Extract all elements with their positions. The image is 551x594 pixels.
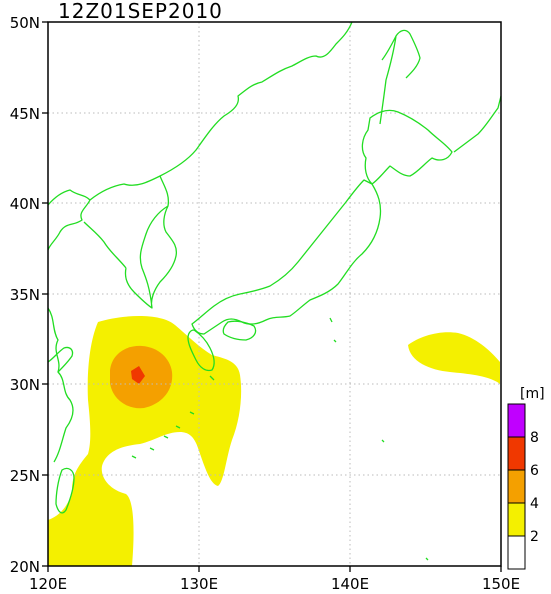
coast-ryukyu xyxy=(131,375,215,459)
coast-shikoku xyxy=(222,320,257,341)
coast-kuril xyxy=(453,95,502,153)
lon-label-130: 130E xyxy=(180,575,218,593)
lat-label-45: 45N xyxy=(10,105,40,123)
legend-swatch-purple xyxy=(507,403,526,438)
lat-label-35: 35N xyxy=(10,286,40,304)
lon-label-140: 140E xyxy=(331,575,369,593)
legend-swatch-orange xyxy=(507,469,526,504)
grid-lines xyxy=(48,22,501,566)
lat-tick-labels: 50N 45N 40N 35N 30N 25N 20N xyxy=(10,14,40,576)
legend-swatch-yellow xyxy=(507,502,526,537)
coastlines xyxy=(47,21,502,561)
coast-hokkaido xyxy=(361,29,453,185)
legend-swatch-white xyxy=(507,535,526,570)
lon-label-120: 120E xyxy=(29,575,67,593)
coast-taiwan xyxy=(55,467,75,514)
lat-label-50: 50N xyxy=(10,14,40,32)
axis-ticks xyxy=(42,21,502,572)
contour-2m-east xyxy=(408,332,500,384)
lat-label-40: 40N xyxy=(10,195,40,213)
coast-honshu xyxy=(191,179,382,335)
contour-fills xyxy=(48,316,500,566)
legend-swatch-red xyxy=(507,436,526,471)
coast-mainland xyxy=(47,21,353,463)
legend-unit: [m] xyxy=(520,386,545,402)
legend-label-6: 6 xyxy=(530,463,539,479)
lat-label-20: 20N xyxy=(10,558,40,576)
coast-china xyxy=(47,346,74,373)
legend-label-8: 8 xyxy=(530,430,539,446)
color-legend: [m] 8 6 4 2 xyxy=(507,386,545,570)
lon-label-150: 150E xyxy=(482,575,520,593)
lon-tick-labels: 120E 130E 140E 150E xyxy=(29,575,520,593)
lat-label-25: 25N xyxy=(10,467,40,485)
legend-label-2: 2 xyxy=(530,529,539,545)
coast-kyushu xyxy=(187,329,215,372)
lat-label-30: 30N xyxy=(10,376,40,394)
coast-izu xyxy=(329,317,429,561)
contour-2m-main xyxy=(48,316,242,566)
legend-label-4: 4 xyxy=(530,496,539,512)
map-title: 12Z01SEP2010 xyxy=(58,0,223,23)
contour-6m xyxy=(131,366,145,384)
